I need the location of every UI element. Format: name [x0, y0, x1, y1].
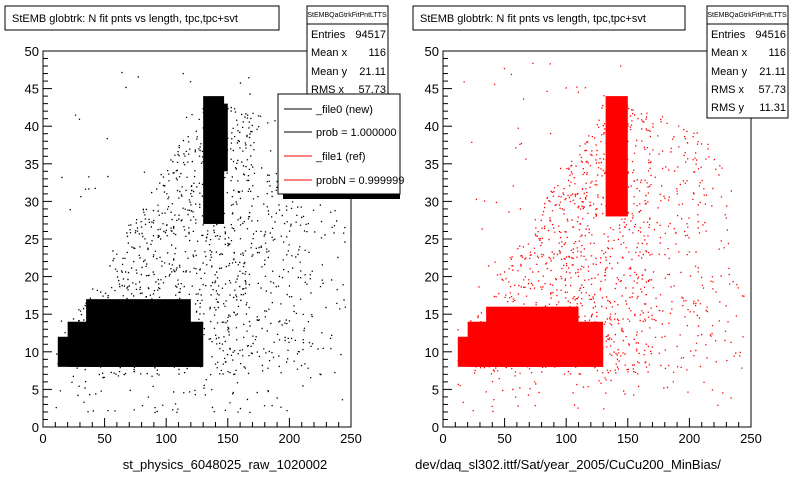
right-stats-label: RMS x: [711, 84, 745, 96]
left-y-tick-label: 10: [25, 345, 39, 360]
right-y-tick-label: 20: [425, 270, 439, 285]
left-y-tick-label: 45: [25, 82, 39, 97]
right-x-tick-label: 100: [555, 431, 577, 446]
right-x-axis-label: dev/daq_sl302.ittf/Sat/year_2005/CuCu200…: [415, 457, 721, 472]
right-y-tick-label: 25: [425, 232, 439, 247]
right-stats-value: 11.31: [759, 102, 786, 114]
right-axes: 0 50 100 150 200 250 0 5 10 15 20 25 30 35 40 45 50: [425, 44, 762, 446]
right-title-box: [412, 5, 686, 31]
left-stats-value: 94517: [355, 29, 386, 41]
left-y-tick-label: 0: [32, 420, 39, 435]
left-y-tick-label: 50: [25, 44, 39, 59]
left-y-tick-label: 35: [25, 157, 39, 172]
right-stats-name: StEMBQaGtrkFitPntLTTS: [707, 12, 787, 19]
left-stats-label: RMS x: [311, 84, 345, 96]
right-stats-value: 94516: [755, 29, 786, 41]
left-y-tick-label: 25: [25, 232, 39, 247]
left-y-tick-label: 40: [25, 119, 39, 134]
left-stats-label: Entries: [311, 29, 346, 41]
left-dense-region: [209, 103, 228, 172]
right-x-tick-label: 50: [497, 431, 511, 446]
right-y-tick-label: 35: [425, 157, 439, 172]
right-stats-value: 116: [768, 47, 786, 59]
right-y-tick-label: 40: [425, 119, 439, 134]
right-y-tick-label: 15: [425, 307, 439, 322]
right-y-tick-label: 50: [425, 44, 439, 59]
right-y-tick-label: 10: [425, 345, 439, 360]
right-panel: 0 50 100 150 200 250 0 5 10 15 20 25 30 35 40 45 50 StEM…: [412, 5, 789, 472]
right-y-tick-label: 45: [425, 82, 439, 97]
left-x-tick-label: 150: [217, 431, 239, 446]
right-x-tick-label: 0: [439, 431, 446, 446]
left-stats-value: 57.73: [358, 84, 386, 96]
right-x-tick-label: 150: [617, 431, 639, 446]
right-dense-region: [605, 96, 628, 217]
left-y-tick-label: 5: [32, 382, 39, 397]
right-chart-title: StEMB globtrk: N fit pnts vs length, tpc…: [420, 13, 646, 25]
left-dense-region: [86, 299, 191, 367]
left-title-box: [4, 5, 280, 31]
legend-entry: prob = 1.000000: [316, 127, 396, 139]
left-stats-name: StEMBQaGtrkFitPntLTTS: [307, 12, 387, 19]
left-x-axis-label: st_physics_6048025_raw_1020002: [123, 457, 328, 472]
left-stats-value: 21.11: [359, 66, 386, 78]
right-y-tick-label: 30: [425, 194, 439, 209]
left-stats-value: 116: [368, 47, 386, 59]
right-stats-value: 21.11: [759, 66, 786, 78]
left-stats-label: Mean x: [311, 47, 348, 59]
right-stats-box: StEMBQaGtrkFitPntLTTS Entries 94516 Mean…: [706, 5, 789, 119]
right-scatter-points: [457, 62, 745, 413]
right-y-tick-label: 0: [432, 420, 439, 435]
right-x-tick-label: 200: [679, 431, 701, 446]
right-x-tick-label: 250: [740, 431, 762, 446]
right-dense-region: [486, 306, 579, 367]
right-stats-label: Mean y: [711, 66, 748, 78]
legend-entry: _file1 (ref): [315, 151, 366, 163]
right-stats-label: RMS y: [711, 102, 745, 114]
left-scatter-points: [55, 71, 346, 414]
right-scatter-dots: [457, 62, 745, 413]
left-stats-label: Mean y: [311, 66, 348, 78]
right-y-tick-label: 5: [432, 382, 439, 397]
left-x-tick-label: 50: [97, 431, 111, 446]
left-x-tick-label: 250: [340, 431, 362, 446]
right-stats-label: Mean x: [711, 47, 748, 59]
right-stats-value: 57.73: [758, 84, 786, 96]
legend-box: _file0 (new) prob = 1.000000 _file1 (ref…: [277, 93, 404, 199]
left-y-tick-label: 30: [25, 194, 39, 209]
left-chart-title: StEMB globtrk: N fit pnts vs length, tpc…: [12, 13, 238, 25]
legend-entry: _file0 (new): [315, 104, 373, 116]
left-axes: 0 50 100 150 200 250 0 5 10 15 20 25 30 35 40 45 50: [25, 44, 362, 446]
left-x-tick-label: 100: [155, 431, 177, 446]
legend-entry: probN = 0.999999: [316, 175, 404, 187]
left-y-tick-label: 15: [25, 307, 39, 322]
left-x-tick-label: 200: [279, 431, 301, 446]
left-x-tick-label: 0: [39, 431, 46, 446]
right-stats-label: Entries: [711, 29, 746, 41]
left-y-tick-label: 20: [25, 270, 39, 285]
left-panel: 0 50 100 150 200 250 0 5 10 15 20 25 30 35 40 45 50 StEM…: [4, 5, 404, 472]
left-stats-box: StEMBQaGtrkFitPntLTTS Entries 94517 Mean…: [306, 5, 389, 105]
